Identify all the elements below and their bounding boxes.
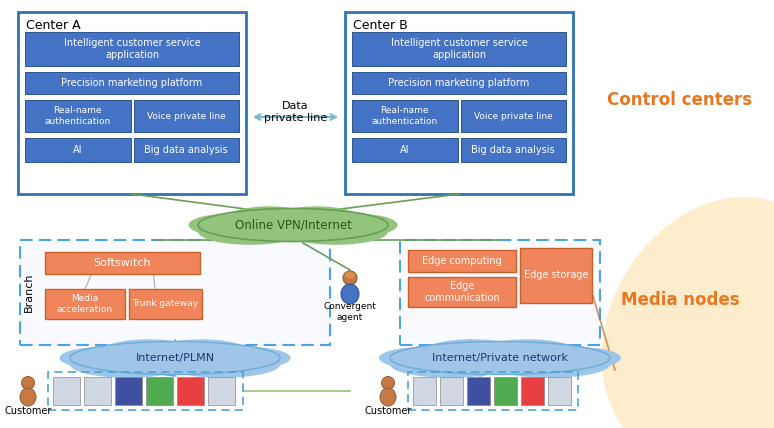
Bar (133, 100, 239, 132)
Text: Control centers: Control centers (608, 91, 752, 109)
Bar (494, 377, 517, 405)
Ellipse shape (227, 206, 312, 231)
Text: Online VPN/Internet: Online VPN/Internet (235, 219, 351, 232)
Text: Voice private line: Voice private line (474, 112, 553, 121)
Bar (408, 277, 516, 307)
Bar (84, 377, 111, 405)
Bar (45, 289, 125, 319)
Bar (521, 377, 544, 405)
Ellipse shape (22, 377, 35, 389)
Text: Internet/Private network: Internet/Private network (432, 353, 568, 363)
Ellipse shape (533, 347, 621, 369)
Text: Edge computing: Edge computing (422, 256, 502, 266)
Bar (53, 377, 80, 405)
Text: Edge
communication: Edge communication (424, 281, 500, 303)
Ellipse shape (380, 388, 396, 406)
Text: Voice private line: Voice private line (147, 112, 226, 121)
Bar (25, 138, 131, 162)
Bar (408, 250, 516, 272)
Bar (345, 12, 573, 194)
Bar (467, 377, 490, 405)
Text: Center A: Center A (26, 18, 80, 32)
Text: Trunk gateway: Trunk gateway (132, 300, 199, 309)
Ellipse shape (70, 342, 280, 374)
Bar (25, 32, 239, 66)
Bar (177, 377, 204, 405)
Bar (45, 252, 200, 274)
Text: Convergent
agent: Convergent agent (324, 302, 376, 322)
Bar (133, 138, 239, 162)
Ellipse shape (154, 339, 248, 363)
Text: Real-name
authentication: Real-name authentication (372, 106, 438, 126)
Ellipse shape (601, 197, 774, 428)
Text: Customer: Customer (5, 406, 52, 416)
Ellipse shape (198, 218, 303, 245)
Ellipse shape (283, 218, 388, 245)
Ellipse shape (165, 351, 280, 378)
Bar (408, 372, 578, 410)
Text: Customer: Customer (365, 406, 412, 416)
Ellipse shape (20, 388, 36, 406)
Bar (352, 138, 457, 162)
Ellipse shape (274, 206, 359, 231)
Text: Big data analysis: Big data analysis (145, 145, 228, 155)
Bar (413, 377, 436, 405)
Ellipse shape (198, 208, 388, 241)
Bar (115, 377, 142, 405)
Ellipse shape (189, 214, 265, 236)
Bar (352, 72, 566, 94)
Ellipse shape (345, 271, 355, 279)
Ellipse shape (70, 351, 186, 378)
Text: Edge storage: Edge storage (524, 270, 588, 280)
Bar (461, 138, 566, 162)
Text: Center B: Center B (353, 18, 407, 32)
Text: Media
acceleration: Media acceleration (57, 294, 113, 314)
Text: Media nodes: Media nodes (621, 291, 739, 309)
Bar (208, 377, 235, 405)
Bar (18, 12, 246, 194)
Ellipse shape (379, 347, 467, 369)
Ellipse shape (423, 339, 522, 363)
Ellipse shape (382, 377, 395, 389)
Text: Branch: Branch (24, 273, 34, 312)
Text: Intelligent customer service
application: Intelligent customer service application (63, 38, 200, 60)
Ellipse shape (60, 347, 143, 369)
Bar (461, 100, 566, 132)
Bar (440, 377, 463, 405)
Ellipse shape (478, 339, 577, 363)
Ellipse shape (207, 347, 290, 369)
Bar (20, 240, 330, 345)
Ellipse shape (321, 214, 398, 236)
Bar (520, 248, 592, 303)
Ellipse shape (390, 342, 610, 374)
Ellipse shape (101, 339, 196, 363)
Ellipse shape (341, 284, 359, 304)
Text: Intelligent customer service
application: Intelligent customer service application (391, 38, 527, 60)
Bar (352, 32, 566, 66)
Bar (352, 100, 457, 132)
Text: AI: AI (400, 145, 409, 155)
FancyArrowPatch shape (255, 114, 336, 120)
Bar (48, 372, 243, 410)
Text: Big data analysis: Big data analysis (471, 145, 555, 155)
Bar (25, 72, 239, 94)
Ellipse shape (489, 351, 610, 378)
Bar (400, 240, 600, 345)
Text: AI: AI (73, 145, 83, 155)
Ellipse shape (390, 351, 511, 378)
Text: Real-name
authentication: Real-name authentication (45, 106, 111, 126)
Text: Precision marketing platform: Precision marketing platform (61, 78, 203, 88)
Text: Softswitch: Softswitch (94, 258, 151, 268)
Bar (129, 289, 202, 319)
Text: Precision marketing platform: Precision marketing platform (389, 78, 529, 88)
Ellipse shape (343, 271, 357, 285)
Bar (25, 100, 131, 132)
Text: Data
private line: Data private line (264, 101, 327, 123)
Text: Internet/PLMN: Internet/PLMN (135, 353, 214, 363)
Bar (548, 377, 571, 405)
Bar (146, 377, 173, 405)
